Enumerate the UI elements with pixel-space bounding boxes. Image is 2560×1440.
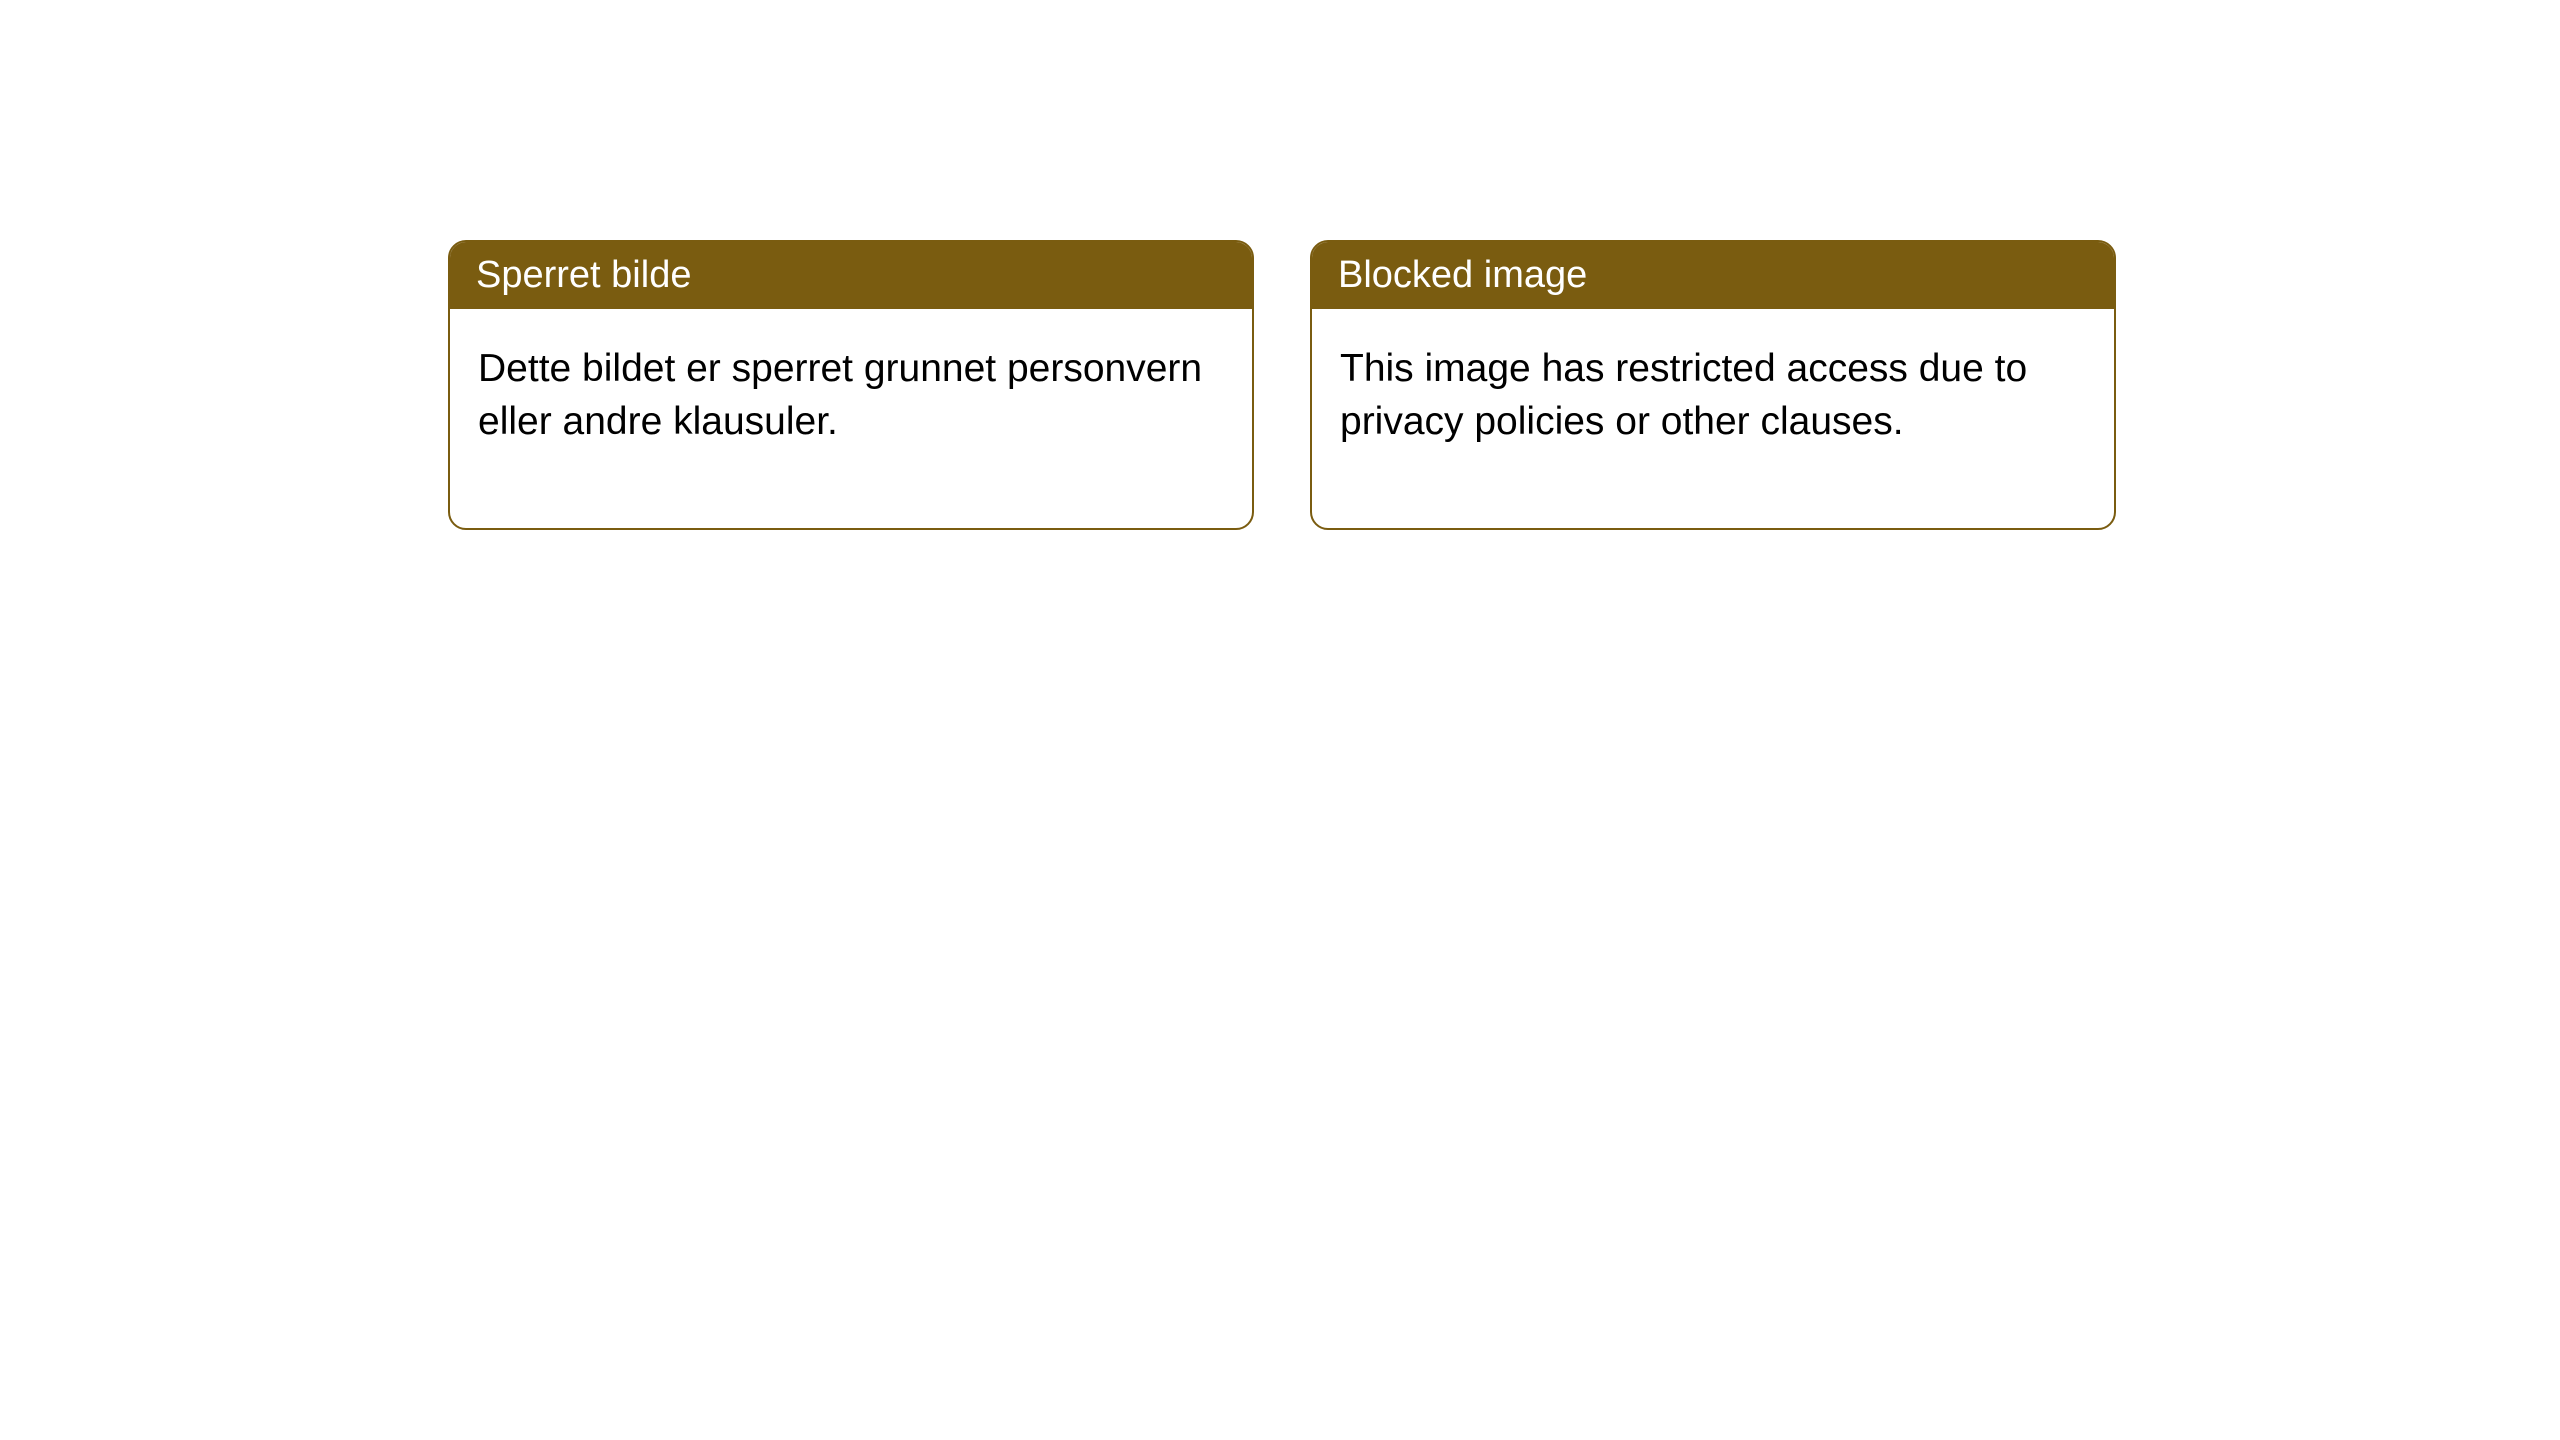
- card-body-no: Dette bildet er sperret grunnet personve…: [450, 309, 1252, 528]
- blocked-image-card-no: Sperret bilde Dette bildet er sperret gr…: [448, 240, 1254, 530]
- card-body-en: This image has restricted access due to …: [1312, 309, 2114, 528]
- card-header-en: Blocked image: [1312, 242, 2114, 309]
- card-title: Sperret bilde: [476, 254, 691, 296]
- card-body-text: This image has restricted access due to …: [1340, 347, 2027, 443]
- card-title: Blocked image: [1338, 254, 1587, 296]
- blocked-image-card-en: Blocked image This image has restricted …: [1310, 240, 2116, 530]
- card-body-text: Dette bildet er sperret grunnet personve…: [478, 347, 1202, 443]
- card-header-no: Sperret bilde: [450, 242, 1252, 309]
- cards-container: Sperret bilde Dette bildet er sperret gr…: [0, 0, 2560, 530]
